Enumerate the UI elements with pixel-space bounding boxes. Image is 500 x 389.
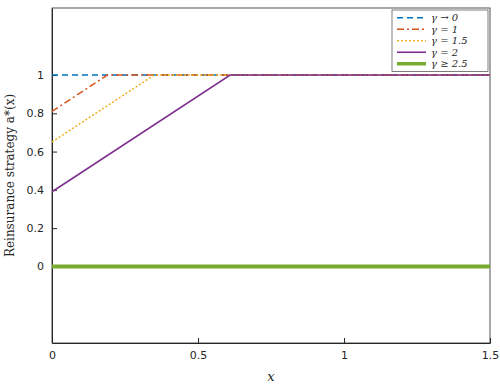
legend-label: γ = 1	[431, 24, 458, 35]
tick-mark	[198, 338, 199, 343]
tick: 0.2	[27, 222, 58, 235]
x-axis: 0 0.5 1 1.5	[49, 338, 499, 362]
y-axis: 0 0.2 0.4 0.6 0.8 1	[27, 9, 58, 344]
series-group	[52, 75, 490, 266]
tick-label: 1.5	[482, 349, 500, 362]
tick-label: 0	[49, 349, 56, 362]
tick-mark	[344, 338, 345, 343]
tick: 0.6	[27, 146, 58, 159]
legend: γ → 0γ = 1γ = 1.5γ = 2γ ≥ 2.5	[392, 10, 488, 72]
tick-label: 0	[37, 260, 44, 273]
tick: 1	[341, 338, 348, 362]
tick-mark	[52, 152, 57, 153]
legend-swatch	[397, 40, 426, 42]
tick-label: 0.6	[27, 146, 45, 159]
tick: 1.5	[482, 338, 500, 362]
tick-mark	[490, 338, 491, 343]
chart: 00.511.500.20.40.60.81γ → 0γ = 1γ = 1.5γ…	[0, 0, 500, 389]
tick: 0.5	[190, 338, 208, 362]
plot-frame	[52, 8, 490, 343]
legend-label: γ = 1.5	[431, 35, 468, 46]
tick-label: 0.4	[27, 184, 45, 197]
legend-label: γ = 2	[431, 47, 458, 58]
legend-swatch	[397, 17, 426, 19]
plot-area: 00.511.500.20.40.60.81γ → 0γ = 1γ = 1.5γ…	[27, 8, 500, 362]
x-axis-title: x	[267, 369, 275, 384]
tick-label: 1	[341, 349, 348, 362]
tick-label: 1	[37, 69, 44, 82]
axis-line	[53, 343, 491, 344]
legend-swatch	[397, 51, 426, 53]
tick-label: 0.2	[27, 222, 45, 235]
tick: 0.8	[27, 107, 58, 120]
y-axis-title: Reinsurance strategy a*(x)	[3, 94, 17, 257]
tick: 0.4	[27, 184, 58, 197]
legend-swatch	[397, 62, 426, 66]
series-line	[52, 75, 490, 111]
legend-label: γ → 0	[431, 12, 459, 23]
legend-box	[392, 10, 488, 72]
legend-swatch	[397, 29, 426, 31]
tick-label: 0.8	[27, 107, 45, 120]
axis-line	[52, 9, 53, 344]
tick-mark	[52, 113, 57, 114]
legend-label: γ ≥ 2.5	[431, 58, 468, 69]
tick-label: 0.5	[190, 349, 208, 362]
series-line	[52, 75, 490, 192]
tick-mark	[52, 228, 57, 229]
series-line	[52, 264, 490, 268]
series-line	[52, 75, 490, 142]
